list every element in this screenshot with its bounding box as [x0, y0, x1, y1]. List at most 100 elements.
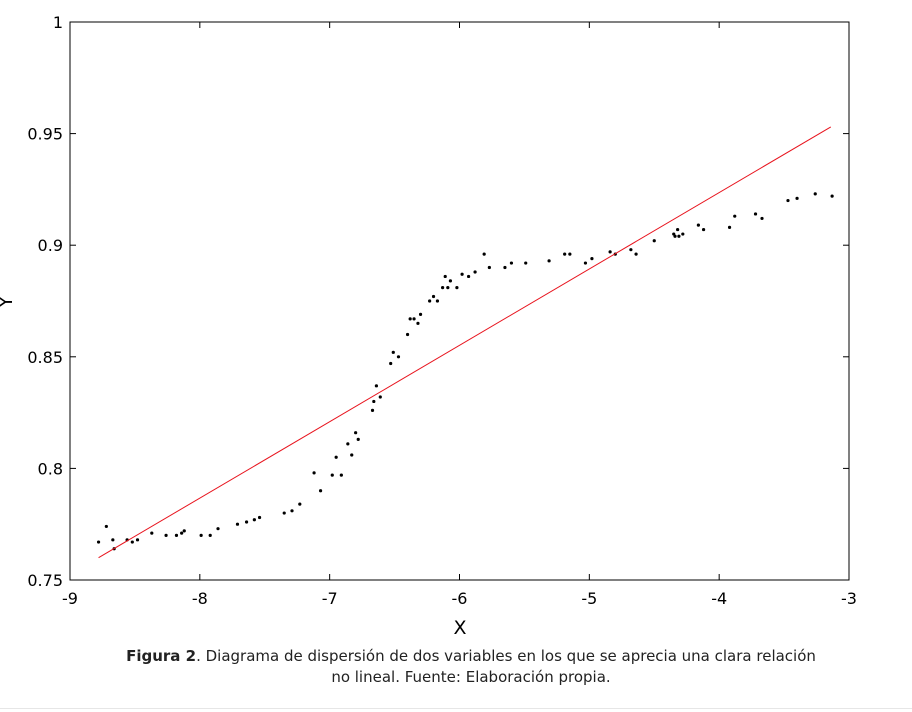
data-point: [733, 214, 737, 218]
data-point: [416, 321, 420, 325]
data-point: [608, 250, 612, 254]
data-point: [524, 261, 528, 265]
data-point: [568, 252, 572, 256]
data-point: [282, 511, 286, 515]
data-point: [150, 531, 154, 535]
data-point: [673, 234, 677, 238]
data-point: [634, 252, 638, 256]
data-point: [830, 194, 834, 198]
data-point: [354, 431, 358, 435]
x-tick-label: -4: [711, 589, 727, 608]
fit-line: [98, 126, 832, 559]
data-point: [164, 533, 168, 537]
data-point: [111, 538, 115, 542]
data-point: [629, 248, 633, 252]
data-point: [652, 239, 656, 243]
data-point: [795, 196, 799, 200]
data-point: [446, 286, 450, 290]
data-point: [372, 399, 376, 404]
y-tick-label: 0.8: [38, 459, 63, 478]
data-point: [252, 518, 256, 522]
data-point: [696, 223, 700, 227]
data-point: [590, 256, 594, 261]
data-point: [356, 437, 360, 441]
data-point: [216, 527, 220, 531]
data-point: [547, 259, 551, 263]
data-point: [460, 272, 464, 276]
data-point: [435, 299, 440, 303]
data-point: [378, 395, 382, 399]
data-point: [174, 533, 179, 537]
divider: [0, 708, 912, 709]
data-point: [182, 529, 186, 533]
data-point: [330, 473, 334, 477]
x-tick-label: -9: [62, 589, 78, 608]
x-tick-label: -3: [841, 589, 857, 608]
data-point: [135, 538, 140, 542]
data-point: [405, 332, 410, 337]
data-point: [370, 408, 375, 412]
data-point: [235, 522, 240, 526]
data-point: [96, 540, 101, 544]
data-point: [813, 192, 817, 196]
data-point: [473, 270, 477, 274]
data-point: [563, 252, 567, 256]
data-point: [350, 453, 354, 457]
plot-frame: [69, 21, 850, 581]
data-point: [180, 531, 184, 535]
plot-area: [69, 21, 850, 581]
data-point: [760, 216, 764, 221]
y-tick-label: 0.75: [27, 571, 63, 590]
data-point: [389, 361, 393, 366]
data-point: [339, 473, 343, 477]
data-point: [753, 212, 758, 216]
data-point: [244, 520, 249, 524]
axis-ticks: -9 -8 -7 -6 -5 -4 -3 0.75 0.8 0.85 0.9 0.95 1: [27, 13, 857, 608]
data-point: [104, 524, 108, 529]
x-tick-label: -8: [192, 589, 208, 608]
figure-label: Figura 2: [126, 647, 197, 665]
data-point: [441, 286, 445, 290]
y-axis-title: Y: [0, 296, 17, 309]
data-point: [334, 455, 338, 459]
x-axis-title: X: [453, 617, 466, 639]
data-point: [298, 502, 302, 506]
x-tick-label: -6: [452, 589, 468, 608]
data-point: [583, 261, 588, 265]
data-point: [396, 355, 401, 359]
data-point: [448, 279, 453, 283]
data-point: [312, 471, 316, 475]
data-point: [428, 299, 432, 303]
x-tick-label: -5: [581, 589, 597, 608]
data-point: [676, 227, 680, 232]
data-point: [509, 261, 514, 265]
caption-line-2: no lineal. Fuente: Elaboración propia.: [331, 668, 611, 686]
data-point: [786, 198, 790, 203]
data-point: [391, 350, 395, 354]
y-tick-label: 0.9: [38, 236, 63, 255]
data-point: [412, 317, 416, 321]
figure-caption: Figura 2. Diagrama de dispersión de dos …: [0, 646, 912, 688]
data-point: [130, 540, 134, 544]
data-point: [482, 252, 486, 256]
data-point: [431, 294, 436, 299]
data-point: [418, 312, 423, 316]
data-point: [677, 234, 681, 238]
data-point: [443, 274, 447, 279]
data-point: [503, 265, 507, 270]
data-point: [346, 442, 350, 446]
data-point: [290, 509, 294, 513]
caption-text-1: . Diagrama de dispersión de dos variable…: [196, 647, 816, 665]
data-point: [408, 317, 412, 321]
data-point: [701, 227, 706, 232]
data-point: [466, 274, 471, 279]
data-point: [208, 533, 212, 537]
y-tick-label: 0.85: [27, 348, 63, 367]
scatter-plot: -9 -8 -7 -6 -5 -4 -3 0.75 0.8 0.85 0.9 0.95 1 X Y: [0, 13, 857, 639]
y-tick-label: 0.95: [27, 125, 63, 144]
y-tick-label: 1: [53, 13, 63, 32]
caption-line-1: Figura 2. Diagrama de dispersión de dos …: [0, 646, 912, 667]
data-point: [374, 384, 379, 388]
data-point: [318, 489, 323, 493]
x-tick-label: -7: [322, 589, 338, 608]
